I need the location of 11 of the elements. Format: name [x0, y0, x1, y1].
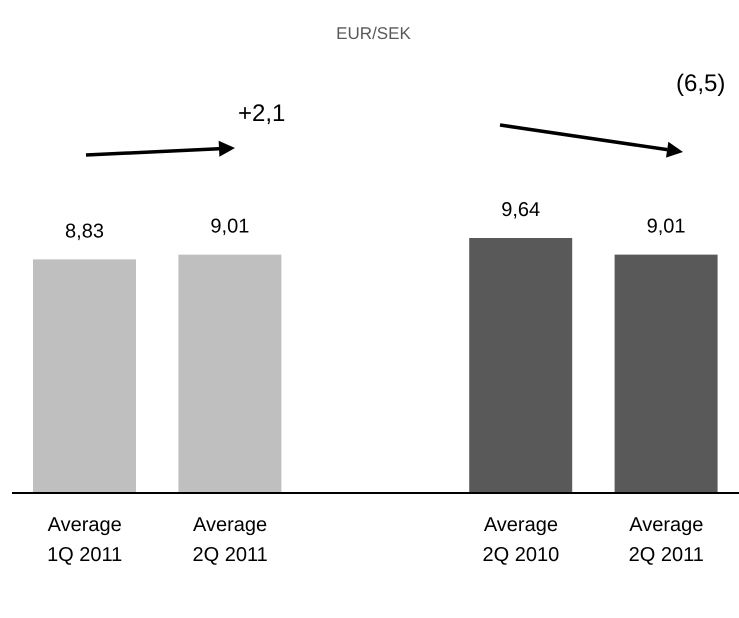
x-tick-label: Average 2Q 2011: [192, 514, 268, 566]
data-label: 9,64: [501, 199, 540, 221]
x-tick-label: Average 1Q 2011: [47, 514, 122, 566]
x-tick-label: Average 2Q 2011: [628, 514, 704, 566]
x-tick-label: Average 2Q 2010: [482, 514, 560, 566]
data-label: 9,01: [646, 216, 686, 238]
chart-title: EUR/SEK: [335, 24, 412, 44]
text: (6,5): [676, 70, 726, 98]
data-label: 9,01: [210, 216, 250, 238]
text: +2,1: [238, 100, 286, 128]
data-label: 8,83: [65, 220, 104, 242]
